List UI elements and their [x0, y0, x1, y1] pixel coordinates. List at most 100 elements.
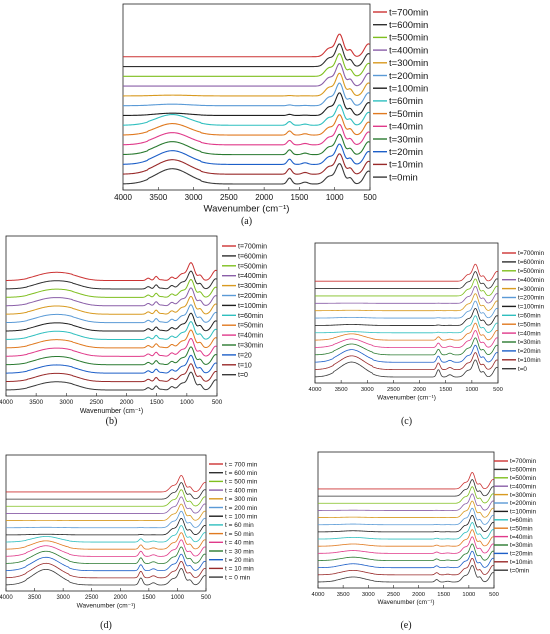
- series-line: [122, 124, 370, 146]
- legend-entry: t=30min: [238, 342, 263, 349]
- legend-entry: t=400min: [389, 45, 428, 56]
- legend-entry: t=40min: [518, 330, 541, 337]
- series-line: [5, 262, 217, 282]
- panel-caption: (e): [400, 620, 411, 631]
- x-tick-label: 1000: [462, 592, 475, 598]
- x-axis-label: Wavenumber (cm⁻¹): [378, 599, 435, 606]
- series-line: [5, 560, 206, 579]
- legend-entry: t=0: [238, 372, 248, 379]
- plot-frame: [314, 242, 499, 384]
- series-line: [314, 352, 498, 371]
- x-tick-label: 3500: [149, 193, 167, 202]
- legend-entry: t = 500 min: [225, 479, 258, 486]
- series-line: [5, 546, 206, 564]
- series-line: [6, 518, 206, 536]
- x-tick-label: 4000: [309, 387, 322, 393]
- series-line: [5, 553, 206, 572]
- legend-entry: t=0: [518, 366, 527, 373]
- x-tick-label: 1500: [439, 387, 452, 393]
- legend-entry: t=30min: [510, 542, 533, 549]
- legend-entry: t=40min: [510, 534, 533, 541]
- series-line: [317, 557, 494, 576]
- x-tick-label: 500: [212, 399, 223, 406]
- chart-panel-e: 4000 3500 3000 2500 2000 1500 1000 500 Wavenumbe…: [312, 451, 537, 631]
- x-tick-label: 1500: [291, 193, 309, 202]
- chart-panel-a: 4000 3500 3000 2500 2000 1500 1000 500 Wavenumbe…: [114, 3, 428, 227]
- legend-entry: t=10min: [510, 559, 533, 566]
- legend-entry: t=40min: [238, 333, 263, 340]
- x-tick-label: 500: [363, 193, 377, 202]
- x-tick-label: 3500: [337, 592, 350, 598]
- x-tick-label: 2000: [255, 193, 273, 202]
- legend-entry: t=30min: [518, 339, 541, 346]
- legend-entry: t=10: [238, 362, 252, 369]
- legend-entry: t=500min: [518, 268, 545, 275]
- legend-entry: t = 0 min: [225, 574, 250, 581]
- series-line: [315, 271, 498, 289]
- legend-entry: t=60min: [389, 96, 423, 107]
- series-line: [314, 359, 498, 378]
- legend-entry: t=0min: [510, 567, 530, 574]
- legend-entry: t=60min: [518, 313, 541, 320]
- series-line: [122, 133, 370, 156]
- legend-entry: t=0min: [389, 172, 418, 183]
- series-line: [318, 536, 494, 554]
- series-line: [5, 525, 206, 543]
- legend-entry: t=50min: [238, 323, 263, 330]
- legend-entry: t=60min: [510, 517, 533, 524]
- x-tick-label: 3000: [185, 193, 203, 202]
- series-line: [5, 321, 217, 340]
- series-line: [5, 338, 217, 357]
- legend-entry: t=50min: [518, 321, 541, 328]
- legend-entry: t=20min: [518, 348, 541, 355]
- legend-entry: t=300min: [510, 492, 537, 499]
- series-line: [5, 371, 217, 391]
- legend-entry: t=20min: [510, 551, 533, 558]
- series-line: [5, 287, 217, 307]
- x-tick-label: 2500: [85, 595, 99, 601]
- series-line: [318, 515, 494, 533]
- legend-entry: t=500min: [238, 263, 267, 270]
- x-tick-label: 3500: [28, 595, 42, 601]
- legend-entry: t=700min: [510, 458, 537, 465]
- panel-caption: (a): [241, 216, 252, 227]
- x-tick-label: 500: [489, 592, 499, 598]
- series-line: [317, 550, 494, 569]
- panel-caption: (d): [100, 620, 112, 631]
- legend-entry: t = 60 min: [225, 522, 254, 529]
- x-tick-label: 2000: [413, 387, 426, 393]
- legend-entry: t = 300 min: [225, 496, 258, 503]
- series-line: [5, 312, 217, 332]
- series-line: [5, 329, 217, 349]
- legend-entry: t=300min: [389, 58, 428, 69]
- series-line: [122, 153, 370, 175]
- series-line: [6, 475, 206, 493]
- legend-entry: t = 40 min: [225, 540, 254, 547]
- legend-entry: t=40min: [389, 122, 423, 133]
- series-line: [317, 543, 494, 561]
- legend-entry: t=200min: [518, 295, 545, 302]
- legend-entry: t=700min: [518, 250, 545, 257]
- panel-caption: (b): [106, 416, 118, 427]
- legend-entry: t=200min: [238, 293, 267, 300]
- x-tick-label: 2000: [412, 592, 425, 598]
- series-line: [315, 263, 498, 282]
- x-tick-label: 3000: [59, 399, 73, 406]
- legend-entry: t=700min: [389, 7, 428, 18]
- x-tick-label: 2500: [90, 399, 104, 406]
- x-tick-label: 2000: [120, 399, 134, 406]
- legend-entry: t=60min: [238, 313, 263, 320]
- series-line: [6, 510, 206, 529]
- series-line: [123, 53, 370, 77]
- x-tick-label: 3000: [56, 595, 70, 601]
- x-tick-label: 4000: [0, 595, 13, 601]
- legend-entry: t=300min: [238, 283, 267, 290]
- series-line: [6, 489, 206, 507]
- series-line: [122, 163, 370, 185]
- legend-entry: t=600min: [238, 253, 267, 260]
- series-line: [314, 344, 498, 363]
- legend-entry: t=200min: [510, 500, 537, 507]
- x-tick-label: 1000: [180, 399, 194, 406]
- legend-entry: t = 100 min: [225, 513, 258, 520]
